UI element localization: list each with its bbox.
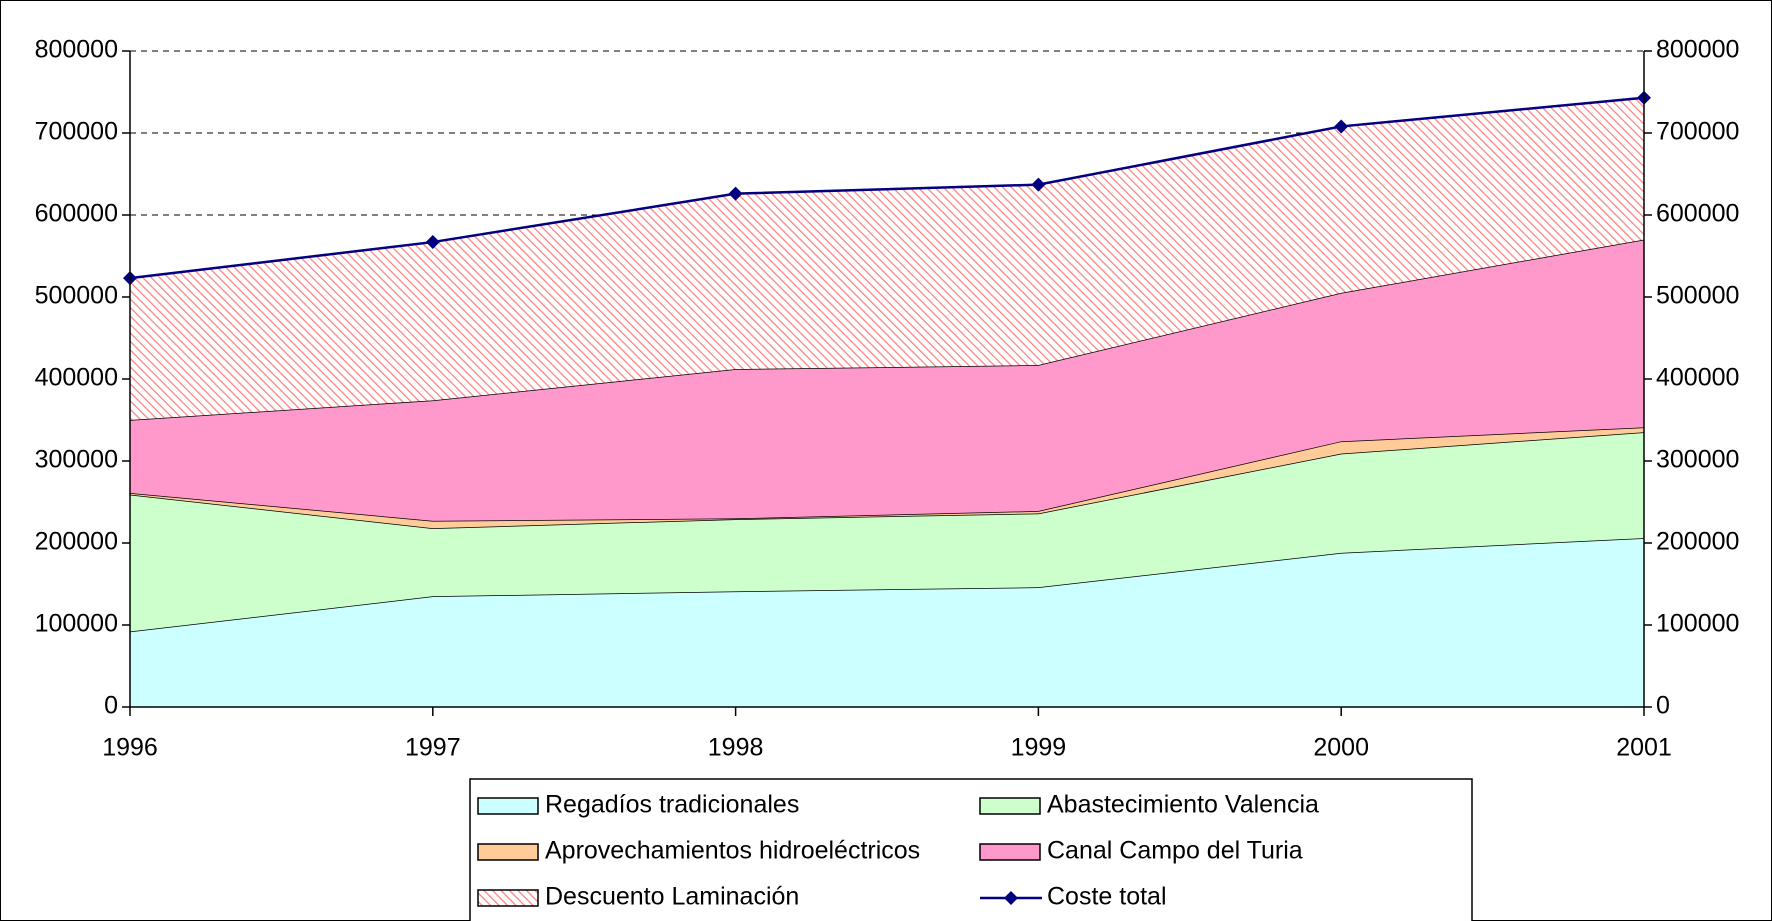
area [130,97,1644,421]
y-tick-label: 300000 [35,446,118,474]
area [130,538,1644,707]
legend-label: Coste total [1047,883,1167,911]
marker [1334,119,1349,134]
y2-tick-label: 800000 [1656,36,1739,64]
marker [425,235,440,250]
marker [728,186,743,201]
y-tick-label: 800000 [35,36,118,64]
legend-swatch [979,797,1041,815]
y2-tick-label: 0 [1656,692,1670,720]
x-tick-label: 2000 [1313,734,1369,762]
y2-tick-label: 500000 [1656,282,1739,310]
x-tick-label: 1997 [405,734,461,762]
x-tick-label: 1998 [708,734,764,762]
y-tick-label: 500000 [35,282,118,310]
y-tick-label: 0 [104,692,118,720]
y2-tick-label: 200000 [1656,528,1739,556]
y-tick-label: 400000 [35,364,118,392]
legend-label: Regadíos tradicionales [545,791,799,819]
legend-label: Canal Campo del Turia [1047,837,1303,865]
legend-box [469,778,1473,921]
legend-label: Abastecimiento Valencia [1047,791,1319,819]
y-tick-label: 700000 [35,118,118,146]
y2-tick-label: 700000 [1656,118,1739,146]
x-tick-label: 2001 [1616,734,1672,762]
y2-tick-label: 300000 [1656,446,1739,474]
y2-tick-label: 100000 [1656,610,1739,638]
area [130,427,1644,529]
y-tick-label: 600000 [35,200,118,228]
y-tick-label: 200000 [35,528,118,556]
y2-tick-label: 600000 [1656,200,1739,228]
legend-marker [1004,891,1018,905]
area [130,432,1644,632]
area [130,239,1644,521]
legend-swatch [477,889,539,907]
line [129,96,1645,280]
y-tick-label: 100000 [35,610,118,638]
x-tick-label: 1999 [1011,734,1067,762]
marker [1031,177,1046,192]
legend-swatch [477,843,539,861]
y2-tick-label: 400000 [1656,364,1739,392]
legend-swatch [979,843,1041,861]
x-tick-label: 1996 [102,734,158,762]
legend-swatch [477,797,539,815]
legend-label: Aprovechamientos hidroeléctricos [545,837,920,865]
legend-label: Descuento Laminación [545,883,799,911]
